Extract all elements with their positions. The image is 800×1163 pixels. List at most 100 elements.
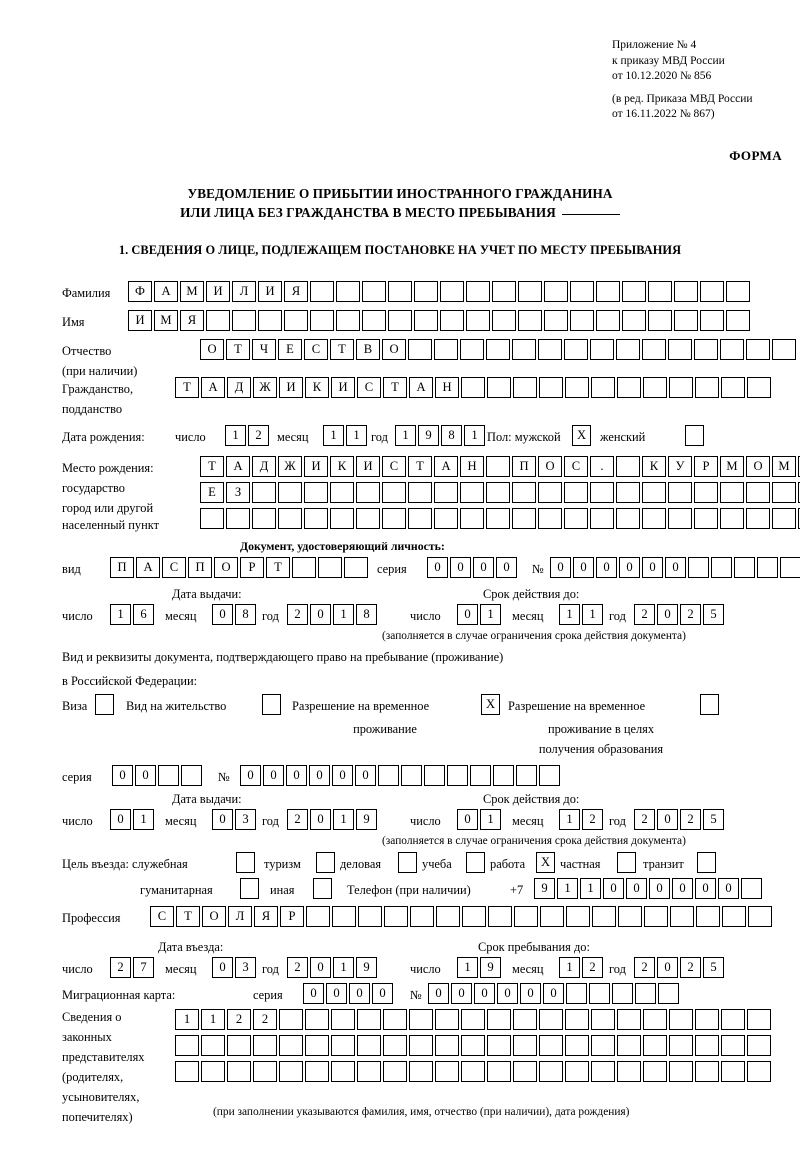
char-box[interactable] [720, 339, 744, 360]
char-box[interactable] [722, 906, 746, 927]
char-box[interactable] [539, 1061, 563, 1082]
char-box[interactable]: 2 [287, 604, 308, 625]
char-box[interactable] [492, 310, 516, 331]
char-box[interactable]: 5 [703, 809, 724, 830]
char-box[interactable] [643, 1061, 667, 1082]
char-box[interactable] [227, 1061, 251, 1082]
char-box[interactable] [493, 765, 514, 786]
char-box[interactable]: 0 [649, 878, 670, 899]
char-box[interactable] [565, 377, 589, 398]
char-box[interactable]: 2 [227, 1009, 251, 1030]
char-box[interactable]: М [720, 456, 744, 477]
char-box[interactable]: В [356, 339, 380, 360]
char-box[interactable] [540, 906, 564, 927]
char-box[interactable]: 2 [582, 809, 603, 830]
char-box[interactable] [668, 339, 692, 360]
char-box[interactable] [539, 1035, 563, 1056]
checkbox-purpose-other[interactable] [313, 878, 332, 899]
char-box[interactable]: А [226, 456, 250, 477]
char-box[interactable] [227, 1035, 251, 1056]
char-box[interactable]: О [538, 456, 562, 477]
char-box[interactable]: Т [200, 456, 224, 477]
char-box[interactable] [487, 1009, 511, 1030]
char-box[interactable]: С [162, 557, 186, 578]
char-box[interactable] [617, 1061, 641, 1082]
char-box[interactable] [513, 377, 537, 398]
char-box[interactable]: 1 [201, 1009, 225, 1030]
char-box[interactable]: 1 [457, 957, 478, 978]
legal-rep-row-2-boxes[interactable] [175, 1035, 773, 1056]
char-box[interactable] [460, 508, 484, 529]
char-box[interactable] [252, 482, 276, 503]
char-box[interactable]: 2 [287, 809, 308, 830]
char-box[interactable]: 0 [263, 765, 284, 786]
char-box[interactable]: Т [383, 377, 407, 398]
char-box[interactable]: 2 [634, 604, 655, 625]
char-box[interactable] [798, 482, 800, 503]
char-box[interactable]: Я [254, 906, 278, 927]
char-box[interactable] [669, 1035, 693, 1056]
char-box[interactable] [538, 339, 562, 360]
char-box[interactable]: 1 [557, 878, 578, 899]
char-box[interactable]: 0 [550, 557, 571, 578]
char-box[interactable] [388, 310, 412, 331]
char-box[interactable] [408, 508, 432, 529]
char-box[interactable]: 0 [497, 983, 518, 1004]
char-box[interactable]: О [746, 456, 770, 477]
char-box[interactable] [461, 1061, 485, 1082]
char-box[interactable] [720, 482, 744, 503]
char-box[interactable]: 0 [573, 557, 594, 578]
char-box[interactable] [616, 456, 640, 477]
char-box[interactable] [336, 310, 360, 331]
char-box[interactable]: 0 [657, 957, 678, 978]
char-box[interactable]: 2 [634, 809, 655, 830]
char-box[interactable] [305, 1009, 329, 1030]
char-box[interactable]: 0 [372, 983, 393, 1004]
char-box[interactable]: И [304, 456, 328, 477]
char-box[interactable] [566, 906, 590, 927]
char-box[interactable] [590, 482, 614, 503]
char-box[interactable] [669, 1061, 693, 1082]
char-box[interactable]: 0 [212, 957, 233, 978]
char-box[interactable] [383, 1061, 407, 1082]
char-box[interactable] [278, 508, 302, 529]
char-box[interactable] [695, 1009, 719, 1030]
char-box[interactable] [746, 339, 770, 360]
char-box[interactable]: 5 [703, 604, 724, 625]
char-box[interactable]: Д [227, 377, 251, 398]
char-box[interactable]: Ж [253, 377, 277, 398]
char-box[interactable] [616, 482, 640, 503]
char-box[interactable] [564, 339, 588, 360]
char-box[interactable] [331, 1035, 355, 1056]
char-box[interactable]: 1 [395, 425, 416, 446]
char-box[interactable] [720, 508, 744, 529]
char-box[interactable]: И [128, 310, 152, 331]
char-box[interactable]: Н [460, 456, 484, 477]
char-box[interactable] [284, 310, 308, 331]
char-box[interactable] [466, 310, 490, 331]
char-box[interactable] [721, 1061, 745, 1082]
char-box[interactable] [435, 1061, 459, 1082]
char-box[interactable]: . [590, 456, 614, 477]
char-box[interactable] [617, 1035, 641, 1056]
char-box[interactable]: 1 [464, 425, 485, 446]
char-box[interactable] [461, 1009, 485, 1030]
char-box[interactable]: 1 [559, 604, 580, 625]
char-box[interactable] [726, 281, 750, 302]
char-box[interactable]: 0 [596, 557, 617, 578]
char-box[interactable] [612, 983, 633, 1004]
char-box[interactable]: 0 [718, 878, 739, 899]
char-box[interactable] [642, 482, 666, 503]
char-box[interactable] [700, 281, 724, 302]
char-box[interactable]: 0 [520, 983, 541, 1004]
char-box[interactable]: 0 [427, 557, 448, 578]
char-box[interactable]: Я [284, 281, 308, 302]
char-box[interactable]: 1 [346, 425, 367, 446]
char-box[interactable] [669, 377, 693, 398]
char-box[interactable] [618, 906, 642, 927]
char-box[interactable] [279, 1035, 303, 1056]
